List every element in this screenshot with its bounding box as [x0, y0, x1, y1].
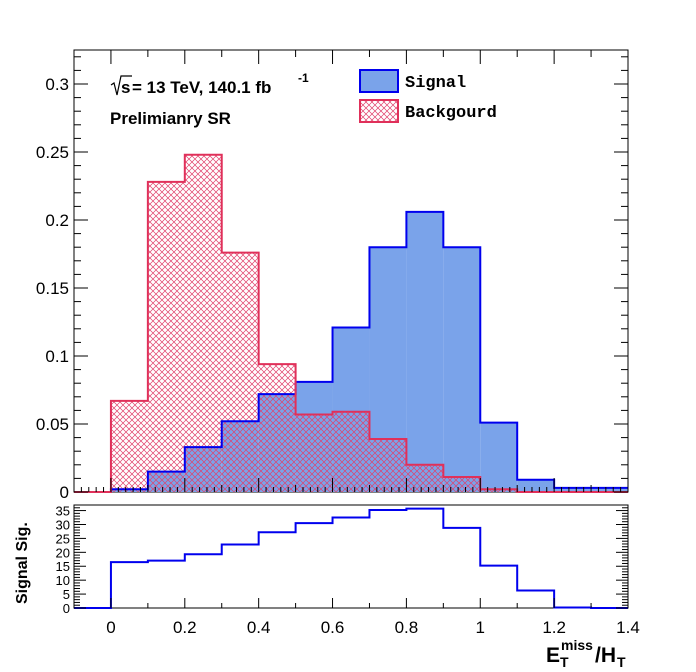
- signal-bar: [480, 422, 518, 492]
- region-label: Prelimianry SR: [110, 109, 231, 128]
- background-series-line: [74, 153, 628, 493]
- legend-label-signal: Signal: [405, 74, 466, 93]
- x-axis-title-sub-t2: T: [617, 654, 626, 670]
- background-bar: [406, 464, 444, 492]
- signal-bar: [554, 487, 592, 492]
- bottom-y-tick-label: 30: [56, 517, 70, 532]
- x-axis-title-slash-h: /H: [595, 644, 616, 667]
- legend-swatch-signal: [359, 69, 399, 93]
- bottom-panel-frame: [73, 504, 629, 609]
- sqrt-s-label: s: [121, 78, 130, 97]
- significance-series-line: [74, 507, 628, 609]
- bottom-y-tick-label: 15: [56, 559, 70, 574]
- signal-bar: [517, 479, 555, 492]
- background-bar: [443, 477, 481, 492]
- signal-bar: [591, 487, 628, 492]
- background-bar: [221, 252, 259, 492]
- signal-bar: [443, 247, 481, 492]
- legend: Signal Backgourd: [359, 69, 497, 123]
- bottom-x-tick-label: 1: [476, 618, 485, 637]
- background-bar: [369, 438, 407, 492]
- bottom-y-axis-title: Signal Sig.: [14, 522, 31, 604]
- x-axis-title-e: E: [546, 644, 560, 667]
- legend-swatch-background-fill: [359, 99, 399, 123]
- legend-label-background: Backgourd: [405, 104, 497, 123]
- top-y-tick-label: 0.3: [45, 75, 69, 94]
- signal-bar: [406, 211, 444, 492]
- top-y-tick-label: 0.1: [45, 347, 69, 366]
- top-y-tick-label: 0.2: [45, 211, 69, 230]
- bottom-x-tick-label: 0.6: [321, 618, 345, 637]
- top-y-tick-label: 0.25: [36, 143, 69, 162]
- background-bar: [258, 364, 296, 492]
- background-bar: [332, 411, 370, 492]
- background-bar: [110, 400, 148, 492]
- energy-lumi-label: = 13 TeV, 140.1 fb: [132, 78, 271, 97]
- signal-series-line: [74, 210, 628, 493]
- bottom-y-tick-label: 35: [56, 504, 70, 519]
- background-bar: [480, 489, 518, 492]
- lumi-exponent: -1: [298, 71, 309, 85]
- bottom-y-tick-label: 10: [56, 573, 70, 588]
- bottom-x-tick-label: 1.2: [542, 618, 566, 637]
- background-bar: [295, 414, 333, 492]
- background-bar: [184, 154, 222, 492]
- top-y-tick-label: 0.05: [36, 415, 69, 434]
- bottom-y-tick-label: 0: [63, 601, 70, 616]
- sqrt-s-annotation: s = 13 TeV, 140.1 fb -1: [110, 71, 309, 97]
- top-y-tick-label: 0.15: [36, 279, 69, 298]
- bottom-y-tick-label: 20: [56, 545, 70, 560]
- sqrt-symbol: [110, 75, 132, 96]
- bottom-x-tick-label: 0.2: [173, 618, 197, 637]
- top-y-tick-label: 0: [60, 483, 69, 502]
- x-axis-title: E T miss /H T: [546, 637, 626, 670]
- bottom-x-tick-label: 0.4: [247, 618, 271, 637]
- background-bar: [147, 181, 185, 493]
- bottom-x-tick-label: 0.8: [395, 618, 419, 637]
- bottom-x-tick-label: 0: [106, 618, 115, 637]
- x-axis-title-sup-miss: miss: [561, 637, 593, 653]
- x-axis-title-sub-t: T: [560, 654, 569, 670]
- bottom-y-tick-label: 5: [63, 587, 70, 602]
- bottom-x-tick-label: 1.4: [616, 618, 640, 637]
- bottom-y-tick-label: 25: [56, 531, 70, 546]
